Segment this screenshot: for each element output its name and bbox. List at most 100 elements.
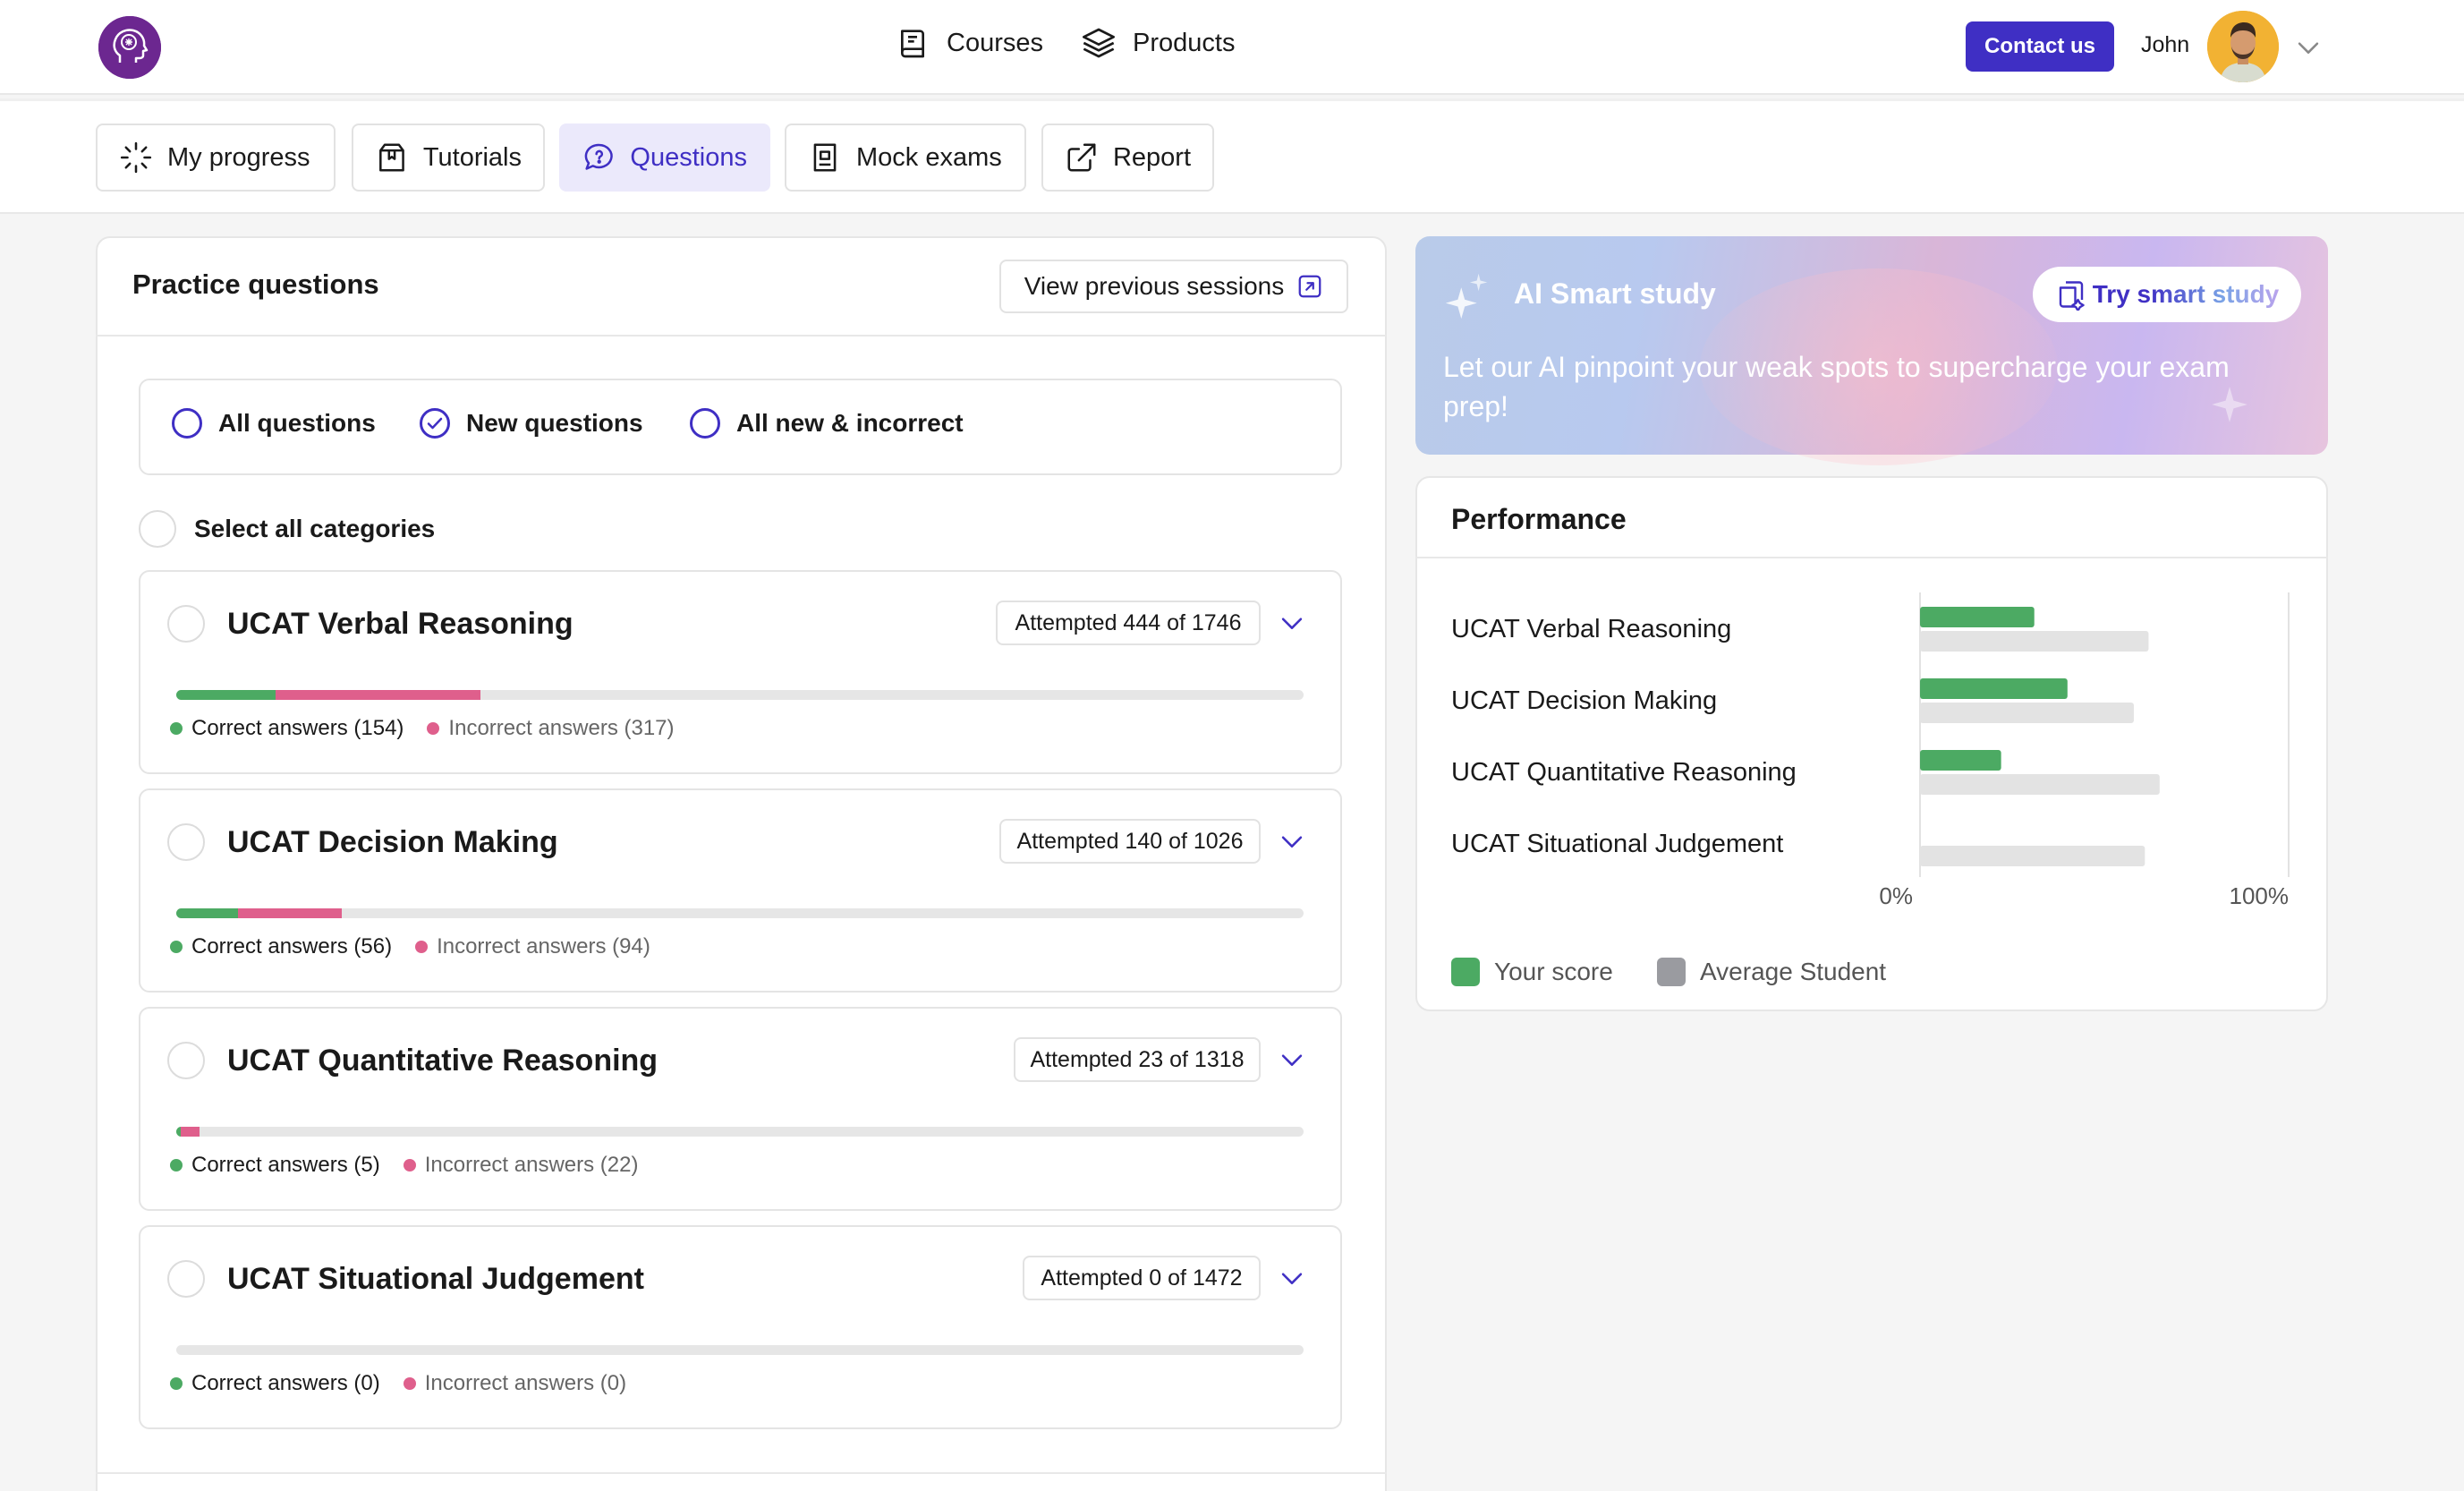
attempted-badge: Attempted 140 of 1026 xyxy=(999,819,1261,864)
exam-icon xyxy=(813,143,837,172)
correct-count: Correct answers (0) xyxy=(191,1371,380,1395)
ai-description: Let our AI pinpoint your weak spots to s… xyxy=(1443,351,2230,422)
chevron-down-icon[interactable] xyxy=(2293,32,2324,63)
tab-label: Mock exams xyxy=(856,142,1002,172)
layers-icon xyxy=(1083,28,1115,58)
correct-segment xyxy=(176,690,276,700)
decorative-glow xyxy=(1700,268,2058,465)
checkbox[interactable] xyxy=(139,510,176,548)
attempted-badge: Attempted 0 of 1472 xyxy=(1023,1256,1261,1300)
category-title: UCAT Quantitative Reasoning xyxy=(227,1044,658,1078)
category-checkbox[interactable] xyxy=(167,605,205,643)
answer-legend: Correct answers (0) Incorrect answers (0… xyxy=(170,1371,626,1396)
tab-label: Report xyxy=(1112,142,1191,172)
pink-dot xyxy=(403,1159,416,1172)
avatar[interactable] xyxy=(2207,11,2279,82)
tab-questions[interactable]: Questions xyxy=(559,124,770,192)
tab-label: Questions xyxy=(630,142,747,172)
filter-label: All questions xyxy=(218,409,376,437)
performance-card xyxy=(1415,476,2328,1011)
answer-legend: Correct answers (5) Incorrect answers (2… xyxy=(170,1153,638,1178)
ai-title: AI Smart study xyxy=(1514,277,1716,310)
select-all-label: Select all categories xyxy=(194,515,436,542)
category-label: UCAT Quantitative Reasoning xyxy=(1451,758,1797,787)
filter-all-questions[interactable]: All questions xyxy=(172,408,376,439)
radio-unselected[interactable] xyxy=(172,408,202,439)
radio-selected[interactable] xyxy=(420,408,450,439)
tab-label: My progress xyxy=(167,142,310,172)
category-card xyxy=(139,788,1342,993)
tab-tutorials[interactable]: Tutorials xyxy=(352,124,545,192)
green-dot xyxy=(170,941,183,953)
legend-label: Average Student xyxy=(1700,958,1887,985)
arrow-up-right-icon xyxy=(1298,275,1321,298)
correct-legend: Correct answers (5) xyxy=(170,1153,380,1178)
category-label: UCAT Situational Judgement xyxy=(1451,830,1783,858)
answer-legend: Correct answers (154) Incorrect answers … xyxy=(170,716,675,741)
category-title: UCAT Situational Judgement xyxy=(227,1262,644,1296)
tick-label: 0% xyxy=(1879,882,1913,909)
try-smart-study-button[interactable]: Try smart study xyxy=(2033,267,2301,322)
tab-label: Tutorials xyxy=(422,142,522,172)
average-bar xyxy=(1920,846,2145,866)
category-label: UCAT Decision Making xyxy=(1451,686,1717,715)
attempted-badge: Attempted 23 of 1318 xyxy=(1014,1037,1261,1082)
your-score-bar xyxy=(1920,678,2068,699)
nav-courses-label: Courses xyxy=(947,28,1043,57)
legend-average-student: Average Student xyxy=(1657,958,1886,986)
category-checkbox[interactable] xyxy=(167,823,205,861)
incorrect-count: Incorrect answers (94) xyxy=(437,934,650,958)
nav-products[interactable]: Products xyxy=(1081,25,1235,61)
incorrect-legend: Incorrect answers (94) xyxy=(415,934,650,959)
green-dot xyxy=(170,1159,183,1172)
tab-report[interactable]: Report xyxy=(1041,124,1214,192)
category-checkbox[interactable] xyxy=(167,1042,205,1079)
divider xyxy=(1415,557,2328,558)
performance-chart: UCAT Verbal Reasoning UCAT Decision Makin… xyxy=(1451,592,2290,909)
pink-dot xyxy=(415,941,429,953)
filter-new-questions[interactable]: New questions xyxy=(420,408,643,439)
progress-bar xyxy=(176,690,1304,700)
your-score-bar xyxy=(1920,607,2035,627)
incorrect-legend: Incorrect answers (0) xyxy=(403,1371,626,1396)
progress-bar xyxy=(176,1127,1304,1137)
chevron-down-icon[interactable] xyxy=(1277,1044,1307,1075)
package-icon xyxy=(379,143,404,172)
green-dot xyxy=(170,1377,183,1390)
radio-unselected[interactable] xyxy=(690,408,720,439)
ai-button-label: Try smart study xyxy=(2092,280,2280,308)
question-filter-group xyxy=(139,379,1342,475)
chevron-down-icon[interactable] xyxy=(1277,826,1307,856)
category-label: UCAT Verbal Reasoning xyxy=(1451,615,1731,643)
filter-all-new-incorrect[interactable]: All new & incorrect xyxy=(690,408,964,439)
loader-icon xyxy=(120,141,152,174)
nav-courses[interactable]: Courses xyxy=(895,25,1043,61)
legend-label: Your score xyxy=(1494,958,1613,985)
select-all-categories[interactable]: Select all categories xyxy=(139,510,435,548)
correct-segment xyxy=(176,1127,182,1137)
magic-book-icon xyxy=(2059,281,2085,311)
chevron-down-icon[interactable] xyxy=(1277,608,1307,638)
correct-segment xyxy=(176,908,239,918)
contact-us-button[interactable]: Contact us xyxy=(1966,21,2114,72)
correct-count: Correct answers (56) xyxy=(191,934,393,958)
tab-my-progress[interactable]: My progress xyxy=(96,124,336,192)
progress-bar xyxy=(176,1345,1304,1355)
external-link-icon xyxy=(1067,143,1096,172)
correct-legend: Correct answers (154) xyxy=(170,716,404,741)
nav-products-label: Products xyxy=(1133,28,1236,57)
chevron-down-icon[interactable] xyxy=(1277,1263,1307,1293)
correct-count: Correct answers (154) xyxy=(191,716,404,740)
view-previous-sessions-button[interactable]: View previous sessions xyxy=(999,260,1348,313)
divider xyxy=(96,1472,1387,1474)
progress-bar xyxy=(176,908,1304,918)
incorrect-segment xyxy=(238,908,343,918)
correct-legend: Correct answers (0) xyxy=(170,1371,380,1396)
divider xyxy=(96,335,1387,337)
correct-count: Correct answers (5) xyxy=(191,1153,380,1177)
category-checkbox[interactable] xyxy=(167,1260,205,1298)
book-icon xyxy=(901,30,924,58)
brain-logo-icon[interactable] xyxy=(98,16,161,79)
legend-your-score: Your score xyxy=(1451,958,1613,986)
tab-mock-exams[interactable]: Mock exams xyxy=(785,124,1026,192)
